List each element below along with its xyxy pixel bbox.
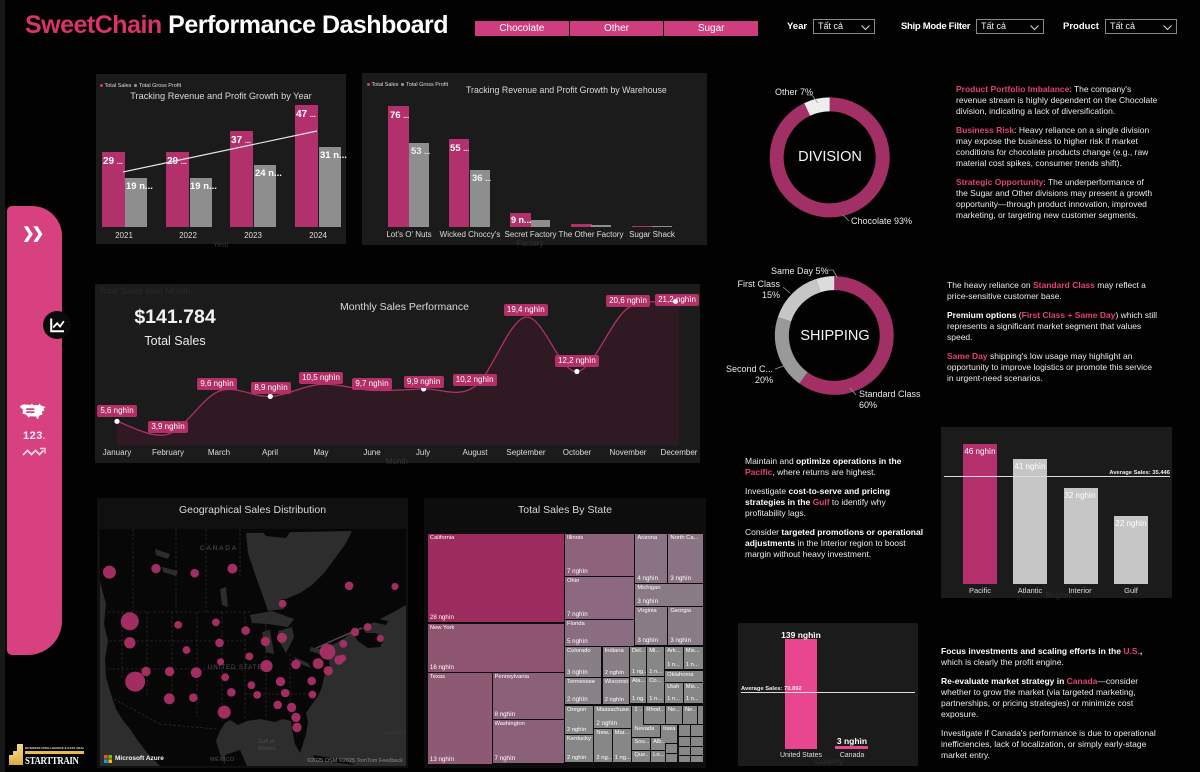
svg-text:Sargasso Se...: Sargasso Se... <box>382 730 406 735</box>
svg-text:MÉXICO: MÉXICO <box>210 756 235 763</box>
svg-text:©2025 OSM ©2025 TomTom Feedb: ©2025 OSM ©2025 TomTom Feedback <box>307 757 403 764</box>
svg-text:UNITED STATES: UNITED STATES <box>208 665 267 671</box>
svg-text:Gulf of: Gulf of <box>258 739 275 745</box>
svg-text:CANADA: CANADA <box>200 545 238 552</box>
svg-text:Mexico: Mexico <box>258 746 275 752</box>
